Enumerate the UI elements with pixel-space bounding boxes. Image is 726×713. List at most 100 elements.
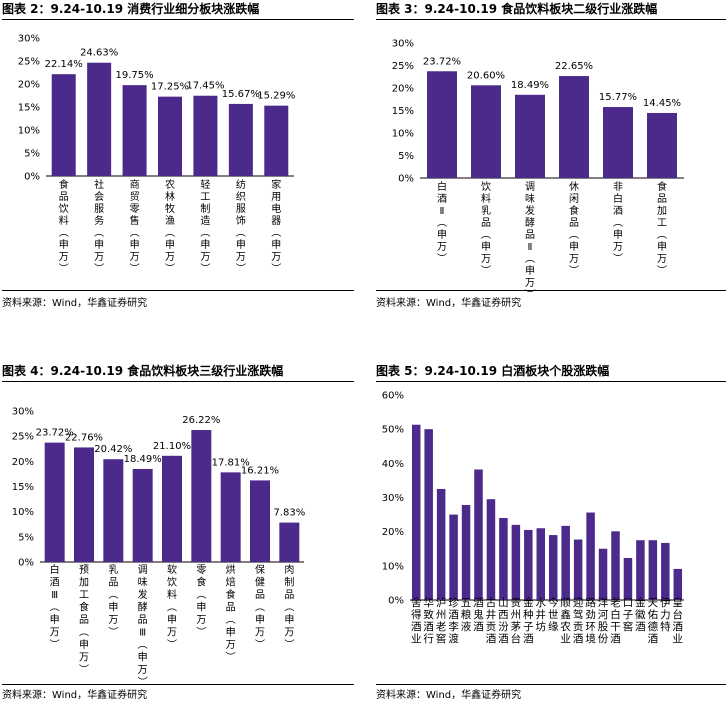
chart-title: 图表 2：9.24-10.19 消费行业细分板块涨跌幅	[2, 2, 260, 16]
bar	[573, 539, 583, 600]
x-tick-label: 调味发酵品 Ⅲ ︵申万︶	[138, 564, 148, 689]
data-label: 20.42%	[94, 444, 132, 455]
data-label: 15.67%	[222, 89, 260, 100]
chart-panel-4: 图表 4：9.24-10.19 食品饮料板块三级行业涨跌幅 0% 5% 10% 15%…	[2, 362, 354, 713]
source-rule	[376, 684, 726, 685]
x-tick-label: 家用电器︵申万︶	[271, 178, 281, 275]
x-tick-label: 饮料乳品︵申万︶	[481, 180, 491, 277]
bar	[636, 540, 645, 600]
y-tick-label: 20%	[382, 527, 404, 538]
y-tick-label: 10%	[12, 507, 34, 518]
data-label: 18.49%	[124, 454, 162, 465]
y-tick-label: 15%	[18, 103, 40, 114]
x-tick-label: 顺鑫农业	[560, 597, 571, 645]
y-tick-label: 15%	[392, 106, 414, 117]
bar-chart: 0% 5% 10% 15% 20% 25% 30% 22.14% 食品饮料︵申万︶ 24.63% 社…	[18, 34, 296, 276]
x-tick-label: 调味发酵品 Ⅱ ︵申万︶	[525, 181, 535, 301]
x-tick-label: 老白干酒	[610, 596, 621, 645]
bar	[673, 568, 683, 600]
bar	[647, 112, 677, 178]
y-tick-label: 40%	[382, 459, 404, 470]
chart-title: 图表 3：9.24-10.19 食品饮料板块二级行业涨跌幅	[376, 2, 658, 16]
y-tick-label: 0%	[398, 174, 414, 185]
x-tick-label: 白酒 Ⅲ ︵申万︶	[50, 563, 60, 651]
bar	[132, 468, 153, 562]
x-tick-label: 泸州老窖	[436, 597, 447, 645]
bar	[559, 76, 589, 178]
bar	[471, 85, 501, 178]
x-tick-label: 轻工制造︵申万︶	[200, 178, 210, 275]
x-tick-label: 乳品︵申万︶	[108, 563, 118, 639]
y-tick-label: 30%	[18, 34, 40, 45]
bar	[103, 459, 124, 562]
bar	[436, 488, 446, 600]
bar	[623, 557, 633, 600]
data-label: 22.65%	[555, 61, 593, 72]
y-tick-label: 0%	[18, 558, 34, 569]
y-tick-label: 10%	[382, 561, 404, 572]
x-tick-label: 珍酒李渡	[448, 597, 459, 645]
bar	[648, 540, 658, 600]
y-tick-label: 30%	[392, 39, 414, 50]
x-tick-label: 水井坊	[536, 597, 547, 633]
bar	[122, 85, 147, 176]
bar	[611, 531, 620, 600]
data-label: 22.76%	[65, 432, 103, 443]
bar-chart: 0% 5% 10% 15% 20% 25% 30%23.72% 白酒 Ⅲ ︵申万︶ 22.76% 预加…	[12, 407, 305, 689]
y-tick-label: 0%	[388, 596, 404, 607]
x-tick-label: 肉制品︵申万︶	[284, 563, 294, 651]
x-tick-label: 五粮液	[461, 597, 472, 633]
x-tick-label: 零食︵申万︶	[196, 564, 206, 639]
data-label: 24.63%	[80, 48, 118, 59]
data-label: 21.10%	[153, 441, 191, 452]
bar	[474, 469, 483, 600]
chart-title: 图表 4：9.24-10.19 食品饮料板块三级行业涨跌幅	[2, 364, 284, 378]
bar	[427, 71, 457, 178]
y-tick-label: 5%	[18, 532, 34, 543]
x-tick-label: 伊力特	[660, 597, 671, 633]
x-tick-label: 烘焙食品︵申万︶	[226, 564, 236, 664]
source-rule	[2, 290, 354, 291]
y-tick-label: 30%	[12, 407, 34, 418]
x-tick-label: 迎驾贡酒	[573, 597, 584, 645]
y-tick-label: 25%	[12, 432, 34, 443]
y-tick-label: 20%	[12, 457, 34, 468]
y-tick-label: 0%	[24, 172, 40, 183]
x-tick-label: 预加工食品︵申万︶	[79, 564, 89, 676]
data-label: 18.49%	[511, 80, 549, 91]
x-tick-label: 社会服务︵申万︶	[94, 178, 104, 275]
bar	[250, 480, 270, 562]
y-tick-label: 20%	[392, 84, 414, 95]
data-label: 17.45%	[186, 81, 224, 92]
bar	[424, 429, 433, 600]
data-label: 20.60%	[467, 70, 505, 81]
title-rule	[2, 19, 354, 20]
data-label: 16.21%	[241, 465, 279, 476]
x-tick-label: 酒鬼酒	[473, 596, 484, 633]
bar	[598, 548, 608, 600]
x-tick-label: 口子窖	[623, 597, 634, 633]
x-tick-label: 休闲食品︵申万︶	[569, 181, 579, 277]
bar	[499, 518, 508, 600]
source-rule	[2, 684, 354, 685]
data-label: 19.75%	[116, 70, 154, 81]
bar	[586, 512, 595, 600]
bar	[162, 455, 182, 562]
source-rule	[376, 290, 726, 291]
x-tick-label: 金徽酒	[635, 596, 646, 633]
title-rule	[2, 381, 354, 382]
x-tick-label: 非白酒︵申万︶	[613, 181, 623, 265]
x-tick-label: 山西汾酒	[498, 597, 509, 645]
x-tick-label: 食品饮料︵申万︶	[59, 178, 69, 275]
source-note: 资料来源：Wind，华鑫证券研究	[2, 690, 148, 701]
bar	[44, 442, 65, 562]
bar	[228, 103, 253, 176]
data-label: 22.14%	[45, 59, 83, 70]
bar	[74, 447, 94, 562]
x-tick-label: 路劲环境	[585, 596, 596, 645]
bar-chart: 0% 5% 10% 15% 20% 25% 30% 23.72% 白酒 Ⅱ ︵申万︶ 20.60% 饮料…	[392, 39, 684, 301]
y-tick-label: 30%	[382, 493, 404, 504]
data-label: 26.22%	[182, 415, 220, 426]
x-tick-label: 古井贡酒	[486, 596, 497, 645]
y-tick-label: 15%	[12, 482, 34, 493]
